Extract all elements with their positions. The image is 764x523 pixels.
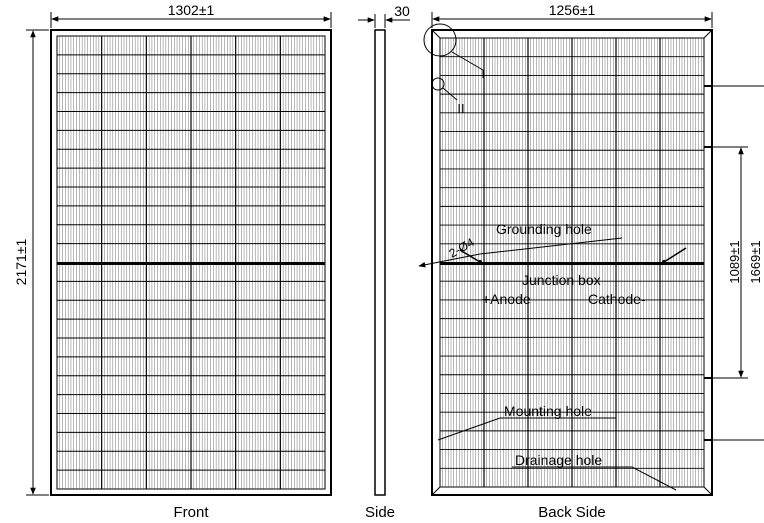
mounting-distance-label: 1089±1 [727, 240, 742, 283]
detail-callout: II [423, 23, 484, 116]
back-cell-grid [440, 38, 704, 487]
side-view: 30 [358, 3, 410, 496]
detail-circle-small [431, 77, 445, 91]
front-cell-grid [57, 36, 325, 489]
mounting-distance-dimension: 1089±1 [712, 146, 748, 379]
front-view [50, 29, 332, 496]
outer-distance-label: 1669±1 [748, 240, 763, 283]
back-width-dimension: 1256±1 [431, 2, 713, 28]
front-caption: Front [173, 504, 209, 521]
drainage-hole-callout: Drainage hole [512, 452, 677, 491]
mounting-hole-callout: Mounting hole [437, 403, 616, 441]
side-caption: Side [365, 504, 395, 521]
junction-box-callout: Junction box +Anode Cathode- [482, 264, 646, 307]
outer-distance-dimension: 1669±1 [712, 85, 764, 441]
back-frame [431, 29, 713, 496]
back-caption: Back Side [538, 504, 606, 521]
detail-circle-large [423, 23, 457, 57]
drainage-hole-label: Drainage hole [515, 452, 602, 468]
mounting-hole-label: Mounting hole [504, 403, 592, 419]
grounding-hole-label: Grounding hole [496, 221, 592, 237]
front-width-label: 1302±1 [168, 2, 215, 18]
anode-label: +Anode [482, 291, 531, 307]
front-height-dimension: 2171±1 [13, 29, 49, 496]
junction-box-label: Junction box [522, 272, 601, 288]
front-frame [50, 29, 332, 496]
side-profile [374, 29, 386, 496]
front-height-label: 2171±1 [13, 238, 29, 285]
cathode-label: Cathode- [588, 291, 646, 307]
side-thickness-label: 30 [394, 3, 410, 19]
mounting-hole-marks [704, 85, 712, 441]
back-view [431, 29, 713, 496]
back-width-label: 1256±1 [549, 2, 596, 18]
detail-marker-label: II [457, 101, 464, 116]
front-width-dimension: 1302±1 [50, 2, 332, 28]
